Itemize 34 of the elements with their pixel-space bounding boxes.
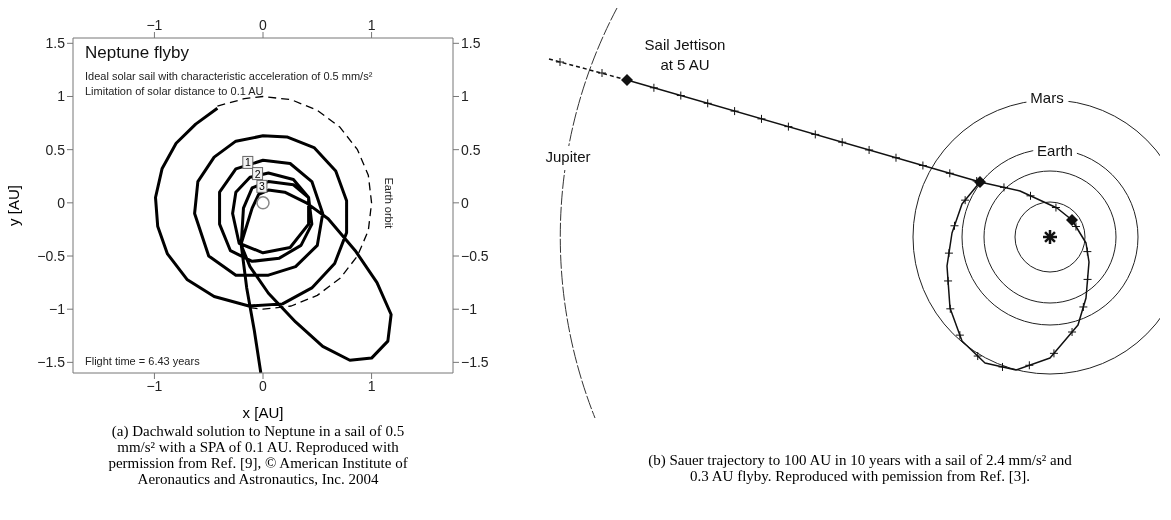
annotation: Flight time = 6.43 years <box>85 355 201 367</box>
text: (b) Sauer trajectory to 100 AU in 10 years with a sail of 2.4 mm/s² and 0.3 AU flyby. Reproduced with pemission from Ref. [3]. <box>647 452 1073 484</box>
y-tick-label: 1.5 <box>45 35 66 52</box>
text: (a) Dachwald solution to Neptune in a sail of 0.5 mm/s² with a SPA of 0.1 AU. Reproduced with permission from Ref. [9], © American Institute of Aeronautics and Astronautics, Inc. 2004 <box>107 423 409 487</box>
y-tick-label: 0 <box>57 194 66 211</box>
y-tick-label: −1.5 <box>37 354 66 371</box>
y2-tick-label: 0 <box>461 194 469 211</box>
y-axis-title: y [AU] <box>5 185 23 226</box>
y2-tick-label: −0.5 <box>461 247 489 264</box>
text: Jupiter <box>545 148 591 165</box>
annotation: 2 <box>254 167 261 180</box>
y-tick-label: 0.5 <box>45 141 66 158</box>
x-tick-label: 0 <box>259 377 268 394</box>
x2-tick-label: 1 <box>367 17 376 33</box>
y-tick-label: 1 <box>57 88 66 105</box>
y2-tick-label: 1.5 <box>461 35 481 52</box>
annotation: 3 <box>258 180 265 193</box>
x-tick-label: −1 <box>146 377 163 394</box>
annotation: Ideal solar sail with characteristic acceleration of 0.5 mm/s² <box>85 70 373 82</box>
y-tick-label: −0.5 <box>37 247 66 264</box>
x-axis-title: x [AU] <box>242 404 284 421</box>
x-tick-label: 1 <box>367 377 376 394</box>
y-tick-label: −1 <box>49 301 66 318</box>
chart-title: Neptune flyby <box>85 43 190 62</box>
text: Sail Jettison at 5 AU <box>644 36 726 73</box>
x2-tick-label: 0 <box>259 17 268 33</box>
y2-tick-label: 0.5 <box>461 141 481 158</box>
y2-tick-label: 1 <box>461 88 469 105</box>
annotation: Limitation of solar distance to 0.1 AU <box>85 85 264 97</box>
annotation: Earth orbit <box>382 177 395 229</box>
annotation: 1 <box>244 156 251 169</box>
y2-tick-label: −1 <box>461 301 478 318</box>
x2-tick-label: −1 <box>146 17 163 33</box>
y2-tick-label: −1.5 <box>461 354 489 371</box>
